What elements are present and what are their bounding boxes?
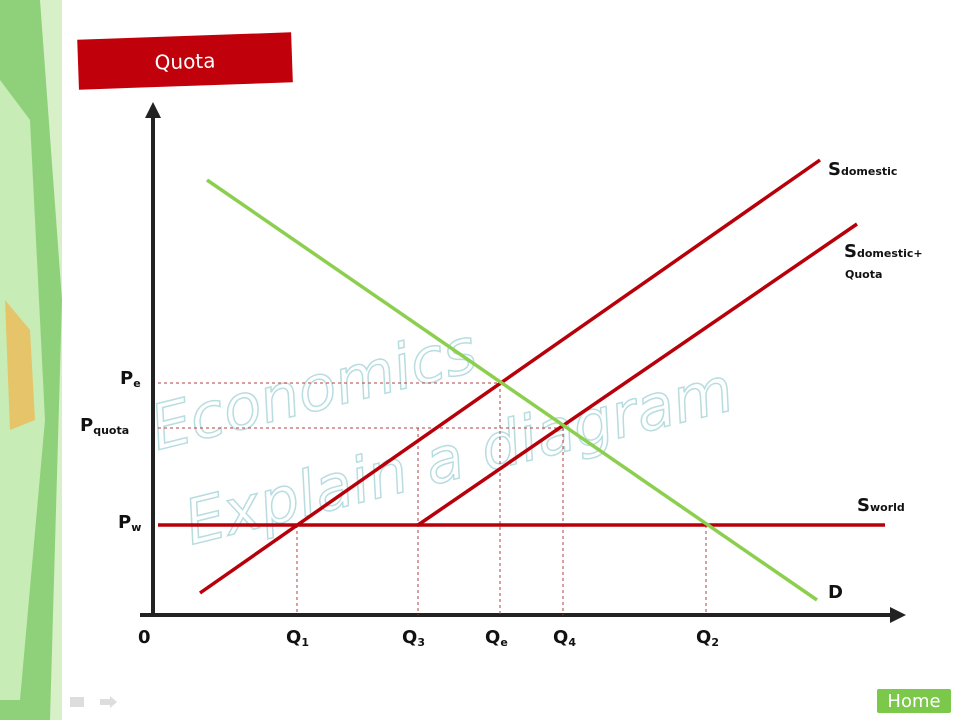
label-part: w xyxy=(131,521,141,534)
s-domestic xyxy=(198,158,822,595)
label-part: Q xyxy=(402,627,417,648)
quantity-label: Q3 xyxy=(402,627,425,649)
label-part: P xyxy=(120,368,133,389)
label-part: S xyxy=(828,159,841,180)
curve-label: Quota xyxy=(845,268,882,281)
home-label[interactable]: Home xyxy=(887,691,940,712)
price-label: Pquota xyxy=(80,415,129,437)
label-part: P xyxy=(118,512,131,533)
label-part: e xyxy=(133,377,140,390)
demand xyxy=(206,178,818,602)
quantity-label: Q2 xyxy=(696,627,719,649)
curve-label: Sworld xyxy=(857,495,905,516)
nav-icon[interactable] xyxy=(70,697,84,707)
label-part: Q xyxy=(286,627,301,648)
title-banner: Quota xyxy=(73,28,297,94)
label-part: S xyxy=(844,241,857,262)
quantity-label: Q4 xyxy=(553,627,576,649)
side-decoration xyxy=(0,0,62,720)
label-part: Q xyxy=(485,627,500,648)
label-part: world xyxy=(870,501,905,514)
home-fill xyxy=(877,689,951,713)
banner-fill xyxy=(77,32,293,90)
s-domestic-quota xyxy=(417,222,858,527)
label-part: 3 xyxy=(417,636,425,649)
label-part: Q xyxy=(696,627,711,648)
nav-icon[interactable] xyxy=(100,696,117,708)
label-part: domestic+ xyxy=(857,247,923,260)
label-part: Q xyxy=(553,627,568,648)
home-button[interactable]: Home xyxy=(874,686,954,716)
label-part: domestic xyxy=(841,165,897,178)
y-arrow xyxy=(145,102,161,118)
side-shape xyxy=(5,300,35,430)
label-part: e xyxy=(500,636,507,649)
title: Quota xyxy=(154,48,216,74)
label-part: 1 xyxy=(301,636,309,649)
quantity-label: Q1 xyxy=(286,627,309,649)
quantity-label: Qe xyxy=(485,627,508,649)
price-label: Pw xyxy=(118,512,141,534)
watermark: Economics Explain a diagram xyxy=(143,313,742,560)
curve-label: Sdomestic+ xyxy=(844,241,923,262)
label-part: 4 xyxy=(568,636,576,649)
x-arrow xyxy=(890,607,906,623)
curve-label: Sdomestic xyxy=(828,159,897,180)
label-part: quota xyxy=(93,424,129,437)
curve-label: D xyxy=(828,582,843,603)
label-part: 2 xyxy=(711,636,719,649)
origin-label: 0 xyxy=(138,627,151,648)
label-part: P xyxy=(80,415,93,436)
price-label: Pe xyxy=(120,368,141,390)
label-part: S xyxy=(857,495,870,516)
